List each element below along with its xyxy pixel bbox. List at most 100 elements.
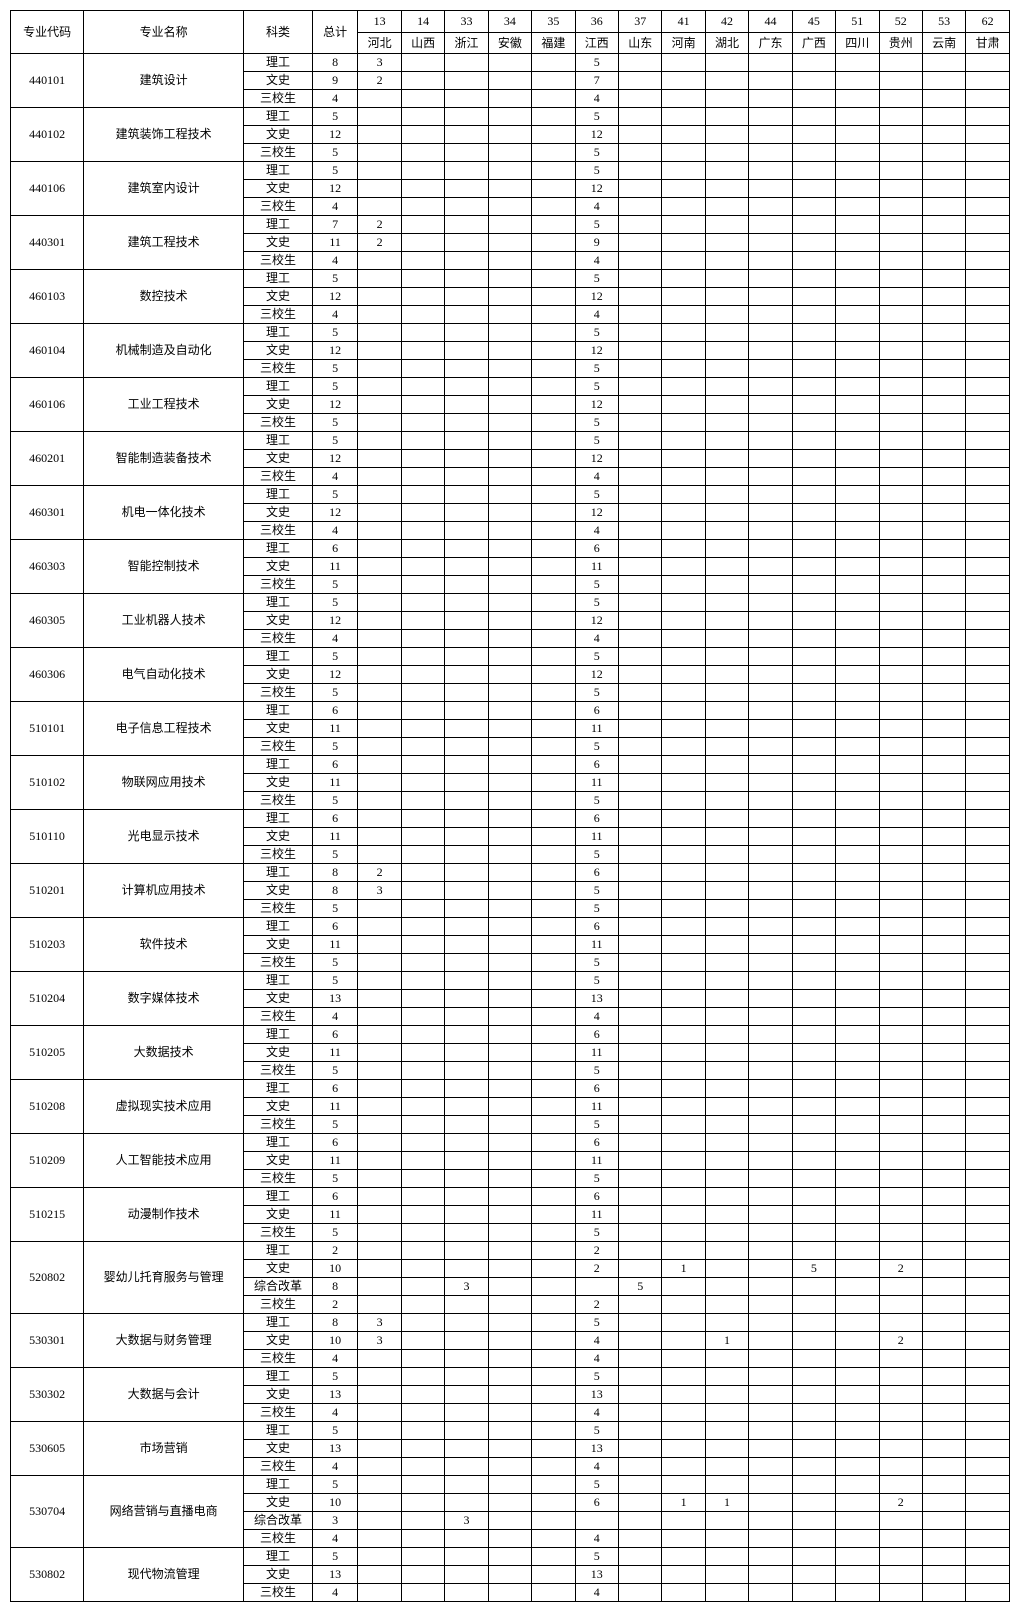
cell-value xyxy=(532,1062,575,1080)
cell-category: 理工 xyxy=(244,1476,313,1494)
cell-code: 510205 xyxy=(11,1026,84,1080)
cell-value xyxy=(401,270,444,288)
cell-value xyxy=(792,324,835,342)
cell-value xyxy=(662,108,705,126)
cell-value xyxy=(922,1512,965,1530)
cell-total: 4 xyxy=(312,1008,358,1026)
cell-value xyxy=(836,486,879,504)
cell-value xyxy=(445,792,488,810)
cell-value xyxy=(836,828,879,846)
cell-value xyxy=(922,540,965,558)
cell-value xyxy=(792,990,835,1008)
cell-category: 文史 xyxy=(244,1332,313,1350)
cell-value xyxy=(749,288,792,306)
cell-value xyxy=(922,486,965,504)
cell-total: 5 xyxy=(312,846,358,864)
cell-value xyxy=(922,144,965,162)
cell-value xyxy=(662,1530,705,1548)
header-code: 专业代码 xyxy=(11,11,84,54)
cell-value xyxy=(488,306,531,324)
cell-value xyxy=(792,666,835,684)
cell-value xyxy=(618,1224,661,1242)
cell-value xyxy=(922,666,965,684)
cell-value xyxy=(792,522,835,540)
cell-value xyxy=(401,1080,444,1098)
cell-value xyxy=(792,1152,835,1170)
cell-value xyxy=(662,270,705,288)
cell-value: 5 xyxy=(575,1170,618,1188)
cell-total: 6 xyxy=(312,1080,358,1098)
cell-value xyxy=(792,648,835,666)
cell-value xyxy=(879,1134,922,1152)
cell-value xyxy=(966,1422,1010,1440)
cell-value xyxy=(836,1170,879,1188)
cell-value xyxy=(836,810,879,828)
cell-value xyxy=(836,270,879,288)
cell-value xyxy=(836,252,879,270)
cell-value xyxy=(662,1116,705,1134)
cell-value: 6 xyxy=(575,918,618,936)
cell-value xyxy=(488,450,531,468)
cell-value xyxy=(445,1476,488,1494)
cell-value xyxy=(922,702,965,720)
cell-value xyxy=(749,1224,792,1242)
cell-value xyxy=(879,1458,922,1476)
cell-value: 3 xyxy=(445,1512,488,1530)
header-province-num: 41 xyxy=(662,11,705,33)
cell-value xyxy=(836,1350,879,1368)
cell-category: 理工 xyxy=(244,972,313,990)
cell-value xyxy=(836,648,879,666)
cell-value xyxy=(705,666,748,684)
cell-value xyxy=(836,1404,879,1422)
cell-value xyxy=(705,108,748,126)
cell-value xyxy=(618,108,661,126)
cell-category: 文史 xyxy=(244,504,313,522)
cell-category: 理工 xyxy=(244,594,313,612)
cell-value xyxy=(879,864,922,882)
cell-value xyxy=(836,684,879,702)
cell-value xyxy=(879,180,922,198)
cell-value xyxy=(662,810,705,828)
cell-value xyxy=(792,1278,835,1296)
cell-value xyxy=(922,1548,965,1566)
cell-value xyxy=(618,450,661,468)
cell-value: 5 xyxy=(575,972,618,990)
cell-value xyxy=(662,198,705,216)
table-row: 510215动漫制作技术理工66 xyxy=(11,1188,1010,1206)
cell-category: 文史 xyxy=(244,1044,313,1062)
cell-value xyxy=(532,1404,575,1422)
cell-value xyxy=(879,1008,922,1026)
cell-value xyxy=(401,108,444,126)
header-province-name: 贵州 xyxy=(879,32,922,54)
cell-value xyxy=(922,1368,965,1386)
cell-value xyxy=(792,252,835,270)
cell-value xyxy=(445,756,488,774)
cell-value xyxy=(662,1206,705,1224)
cell-value xyxy=(358,540,401,558)
cell-value xyxy=(618,846,661,864)
cell-value xyxy=(445,378,488,396)
header-name: 专业名称 xyxy=(84,11,244,54)
cell-value xyxy=(488,1566,531,1584)
cell-value: 5 xyxy=(575,108,618,126)
cell-value: 5 xyxy=(575,1476,618,1494)
cell-value xyxy=(705,1530,748,1548)
header-province-name: 山西 xyxy=(401,32,444,54)
cell-value xyxy=(749,846,792,864)
cell-value xyxy=(966,486,1010,504)
cell-value xyxy=(966,324,1010,342)
cell-value xyxy=(836,882,879,900)
cell-value xyxy=(488,1584,531,1602)
cell-value xyxy=(705,1368,748,1386)
cell-value xyxy=(792,1422,835,1440)
cell-category: 三校生 xyxy=(244,900,313,918)
table-row: 440301建筑工程技术理工725 xyxy=(11,216,1010,234)
cell-total: 8 xyxy=(312,54,358,72)
cell-value xyxy=(401,882,444,900)
cell-value xyxy=(879,324,922,342)
cell-category: 理工 xyxy=(244,1242,313,1260)
cell-value xyxy=(662,1134,705,1152)
cell-value xyxy=(879,1062,922,1080)
cell-value xyxy=(532,918,575,936)
cell-value xyxy=(662,1296,705,1314)
